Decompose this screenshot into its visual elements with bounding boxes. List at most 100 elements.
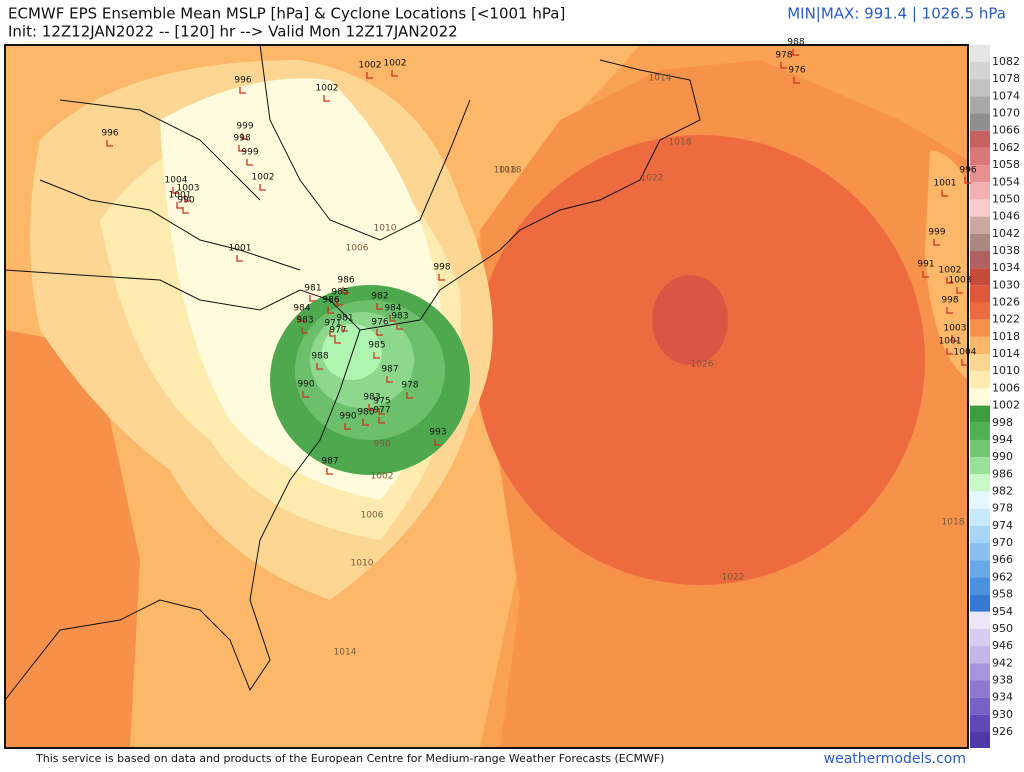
cyclone-marker — [368, 404, 375, 411]
colorbar-label: 1026 — [992, 296, 1020, 309]
colorbar-label: 1006 — [992, 381, 1020, 394]
colorbar-cell — [970, 62, 990, 80]
cyclone-label: 983 — [296, 316, 313, 326]
cyclone-label: 1003 — [177, 184, 200, 194]
min-max: MIN|MAX: 991.4 | 1026.5 hPa — [787, 5, 1006, 23]
colorbar-cell — [970, 216, 990, 234]
cyclone-marker — [336, 299, 343, 306]
cyclone-label: 981 — [336, 314, 353, 324]
cyclone-marker — [241, 133, 248, 140]
colorbar-label: 986 — [992, 467, 1013, 480]
cyclone-marker — [922, 271, 929, 278]
colorbar-label: 1074 — [992, 89, 1020, 102]
cyclone-label: 996 — [101, 129, 118, 139]
cyclone-marker — [344, 423, 351, 430]
cyclone-label: 987 — [381, 365, 398, 375]
colorbar-cell — [970, 680, 990, 698]
colorbar-cell — [970, 79, 990, 97]
cyclone-marker — [302, 391, 309, 398]
cyclone-label: 977 — [373, 406, 390, 416]
colorbar-label: 1042 — [992, 227, 1020, 240]
colorbar-cell — [970, 268, 990, 286]
colorbar-cell — [970, 525, 990, 544]
contour-label: 1018 — [942, 518, 965, 528]
contour-label: 1022 — [722, 573, 745, 583]
contour-label: 1006 — [346, 244, 369, 254]
colorbar-cell — [970, 457, 990, 475]
colorbar-cell — [970, 319, 990, 337]
cyclone-label: 982 — [371, 292, 388, 302]
colorbar-cell — [970, 646, 990, 664]
cyclone-marker — [941, 190, 948, 197]
colorbar-cell — [970, 354, 990, 372]
cyclone-marker — [342, 287, 349, 294]
cyclone-label: 987 — [321, 457, 338, 467]
cyclone-label: 999 — [928, 228, 945, 238]
cyclone-label: 984 — [384, 304, 401, 314]
cyclone-label: 976 — [371, 318, 388, 328]
cyclone-marker — [793, 77, 800, 84]
contour-label: 1026 — [691, 360, 714, 370]
cyclone-label: 1004 — [165, 176, 188, 186]
colorbar-label: 982 — [992, 485, 1013, 498]
cyclone-label: 980 — [357, 408, 374, 418]
cyclone-label: 1002 — [316, 84, 339, 94]
colorbar-cell — [970, 199, 990, 217]
cyclone-marker — [373, 352, 380, 359]
cyclone-label: 1003 — [949, 276, 972, 286]
cyclone-label: 981 — [304, 284, 321, 294]
colorbar-label: 934 — [992, 691, 1013, 704]
cyclone-label: 1001 — [169, 191, 192, 201]
cyclone-marker — [341, 325, 348, 332]
colorbar-label: 974 — [992, 519, 1013, 532]
cyclone-label: 978 — [401, 381, 418, 391]
cyclone-marker — [329, 330, 336, 337]
colorbar-label: 1046 — [992, 210, 1020, 223]
coastlines — [5, 45, 701, 701]
colorbar-cell — [970, 405, 990, 423]
colorbar-cell — [970, 732, 990, 748]
cyclone-marker — [316, 363, 323, 370]
cyclone-marker — [378, 417, 385, 424]
colorbar: 1082 1078 1074 1070 1066 1062 1058 1054 1050 1046… — [970, 44, 1020, 748]
cyclone-label: 975 — [373, 397, 390, 407]
cyclone-label: 1001 — [939, 337, 962, 347]
map — [5, 45, 968, 748]
cyclone-marker — [366, 72, 373, 79]
cyclone-label: 996 — [234, 76, 251, 86]
contour-label: 1018 — [669, 138, 692, 148]
colorbar-cell — [970, 474, 990, 492]
cyclone-marker — [376, 329, 383, 336]
cyclone-label: 976 — [788, 66, 805, 76]
colorbar-label: 1002 — [992, 399, 1020, 412]
cyclone-marker — [236, 255, 243, 262]
cyclone-marker — [362, 419, 369, 426]
colorbar-label: 1010 — [992, 364, 1020, 377]
colorbar-label: 1022 — [992, 313, 1020, 326]
cyclone-marker — [933, 239, 940, 246]
colorbar-cell — [970, 543, 990, 561]
contour-label: 998 — [373, 440, 390, 450]
colorbar-label: 998 — [992, 416, 1013, 429]
colorbar-cell — [970, 611, 990, 629]
cyclone-marker — [396, 323, 403, 330]
cyclone-marker — [301, 327, 308, 334]
cyclone-label: 983 — [391, 312, 408, 322]
contour-label: 1002 — [371, 472, 394, 482]
contour-label: 1014 — [649, 74, 672, 84]
contour-label: 1010 — [351, 559, 374, 569]
cyclone-label: 996 — [959, 166, 976, 176]
map-frame — [4, 44, 969, 749]
cyclone-label: 1003 — [944, 324, 967, 334]
colorbar-cell — [970, 577, 990, 595]
cyclone-marker — [961, 359, 968, 366]
cyclone-label: 999 — [236, 122, 253, 132]
colorbar-label: 966 — [992, 553, 1013, 566]
colorbar-label: 1066 — [992, 124, 1020, 137]
colorbar-label: 938 — [992, 673, 1013, 686]
cyclone-label: 978 — [775, 51, 792, 61]
footer-credit: This service is based on data and produc… — [35, 752, 664, 765]
cyclone-label: 988 — [311, 352, 328, 362]
contour-label: 1022 — [641, 174, 664, 184]
cyclone-marker — [334, 337, 341, 344]
